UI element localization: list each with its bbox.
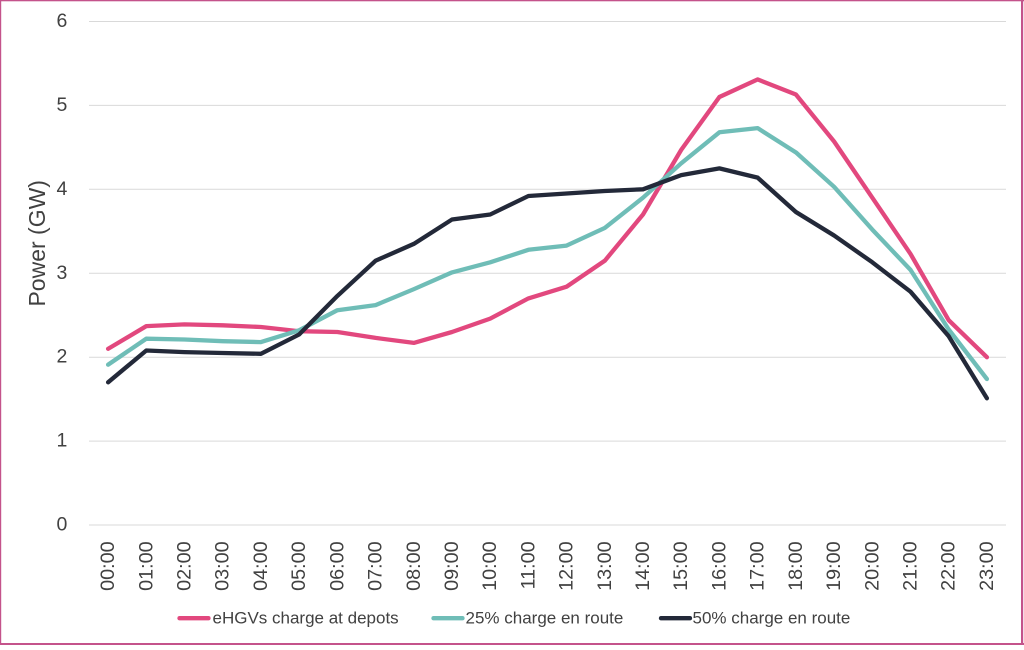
svg-text:12:00: 12:00 [556, 541, 578, 591]
svg-text:19:00: 19:00 [823, 541, 845, 591]
svg-text:10:00: 10:00 [479, 541, 501, 591]
svg-text:1: 1 [56, 430, 67, 452]
svg-text:16:00: 16:00 [708, 541, 730, 591]
svg-text:11:00: 11:00 [517, 541, 539, 589]
svg-text:Power (GW): Power (GW) [24, 180, 50, 306]
svg-text:21:00: 21:00 [900, 541, 922, 591]
svg-text:20:00: 20:00 [861, 541, 883, 591]
svg-text:06:00: 06:00 [326, 541, 348, 591]
svg-text:23:00: 23:00 [976, 541, 998, 591]
svg-text:5: 5 [56, 94, 67, 116]
svg-text:25% charge en route: 25% charge en route [466, 609, 624, 628]
svg-text:00:00: 00:00 [97, 541, 119, 591]
svg-text:18:00: 18:00 [785, 541, 807, 591]
svg-text:02:00: 02:00 [174, 541, 196, 591]
svg-text:22:00: 22:00 [938, 541, 960, 591]
svg-text:17:00: 17:00 [747, 541, 769, 591]
svg-text:3: 3 [56, 262, 67, 284]
svg-text:2: 2 [56, 346, 67, 368]
svg-text:13:00: 13:00 [594, 541, 616, 591]
svg-text:08:00: 08:00 [403, 541, 425, 591]
svg-text:eHGVs charge at depots: eHGVs charge at depots [213, 609, 399, 628]
svg-text:0: 0 [56, 514, 67, 536]
svg-text:15:00: 15:00 [670, 541, 692, 591]
svg-text:4: 4 [56, 178, 67, 200]
svg-text:50% charge en route: 50% charge en route [693, 609, 851, 628]
svg-text:07:00: 07:00 [365, 541, 387, 591]
svg-text:09:00: 09:00 [441, 541, 463, 591]
svg-text:03:00: 03:00 [212, 541, 234, 591]
svg-text:6: 6 [56, 10, 67, 32]
svg-text:01:00: 01:00 [135, 541, 157, 591]
svg-text:04:00: 04:00 [250, 541, 272, 591]
svg-text:05:00: 05:00 [288, 541, 310, 591]
svg-text:14:00: 14:00 [632, 541, 654, 591]
